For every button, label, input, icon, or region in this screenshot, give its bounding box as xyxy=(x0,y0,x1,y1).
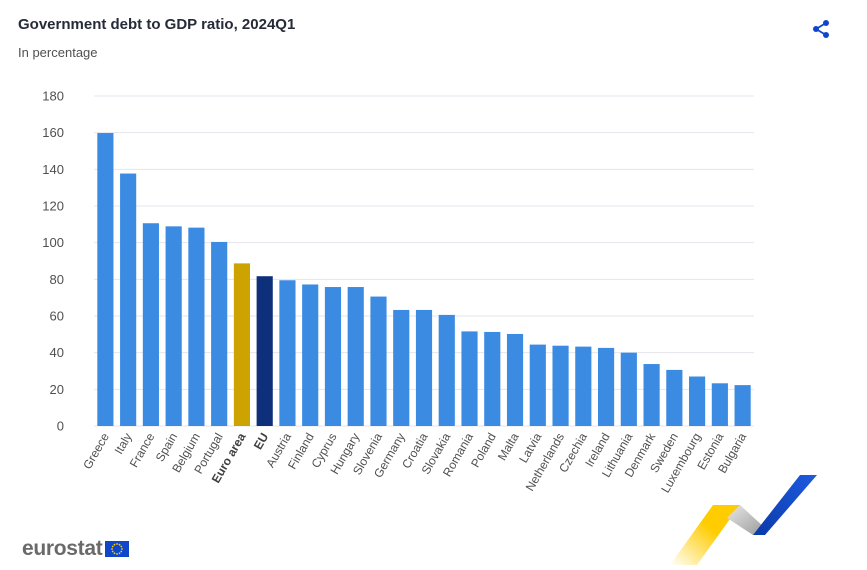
eu-flag-icon xyxy=(105,541,130,557)
bar-poland[interactable] xyxy=(484,331,501,426)
bar-belgium[interactable] xyxy=(188,227,205,426)
x-tick-label: EU xyxy=(251,431,271,452)
x-axis-ticks: Greece ItalyFranceSpainBelgiumPortugalEur… xyxy=(80,430,749,496)
bar-portugal[interactable] xyxy=(211,241,228,426)
bar-denmark[interactable] xyxy=(643,364,660,426)
y-tick-label: 140 xyxy=(42,162,64,177)
bar-malta[interactable] xyxy=(506,333,524,426)
bar-austria[interactable] xyxy=(279,280,296,426)
bar-slovenia[interactable] xyxy=(370,296,387,426)
y-tick-label: 40 xyxy=(50,345,64,360)
bar-croatia[interactable] xyxy=(415,309,433,426)
bar-france[interactable] xyxy=(142,223,159,426)
share-icon[interactable] xyxy=(810,18,832,40)
y-tick-label: 180 xyxy=(42,89,64,104)
brand-decoration xyxy=(670,475,817,565)
bar-finland[interactable] xyxy=(302,284,319,426)
bar-latvia[interactable] xyxy=(529,344,546,426)
chart-subtitle: In percentage xyxy=(18,45,98,60)
eurostat-logo: eurostat xyxy=(22,537,130,561)
x-tick-label: Italy xyxy=(112,431,135,457)
bar-czechia[interactable] xyxy=(575,346,592,426)
bar-euro-area[interactable] xyxy=(233,263,251,426)
y-axis-ticks: 0 20 40 60 80 100 120 140 160 180 xyxy=(42,89,64,434)
y-tick-label: 160 xyxy=(42,125,64,140)
bar-eu[interactable] xyxy=(256,276,273,426)
bar-ireland[interactable] xyxy=(597,347,615,426)
bar-italy[interactable] xyxy=(120,173,137,426)
logo-text: eurostat xyxy=(22,537,103,560)
bar-estonia[interactable] xyxy=(711,383,728,426)
bar-greece[interactable] xyxy=(97,133,114,427)
bar-slovakia[interactable] xyxy=(438,314,455,426)
y-tick-label: 60 xyxy=(50,309,64,324)
y-tick-label: 20 xyxy=(50,382,64,397)
bar-spain[interactable] xyxy=(165,226,182,426)
bar-cyprus[interactable] xyxy=(324,287,342,426)
bar-romania[interactable] xyxy=(461,331,478,426)
bars xyxy=(97,133,751,427)
bar-sweden[interactable] xyxy=(666,369,683,426)
x-tick-label: Greece xyxy=(80,430,112,471)
bar-bulgaria[interactable] xyxy=(734,385,751,426)
y-tick-label: 80 xyxy=(50,272,64,287)
bar-luxembourg[interactable] xyxy=(689,376,706,427)
bar-germany[interactable] xyxy=(393,309,410,426)
chart-title: Government debt to GDP ratio, 2024Q1 xyxy=(18,16,296,33)
y-tick-label: 0 xyxy=(57,419,64,434)
bar-hungary[interactable] xyxy=(347,287,364,426)
bar-netherlands[interactable] xyxy=(552,345,569,426)
y-tick-label: 120 xyxy=(42,199,64,214)
y-tick-label: 100 xyxy=(42,235,64,250)
bar-lithuania[interactable] xyxy=(620,352,637,426)
